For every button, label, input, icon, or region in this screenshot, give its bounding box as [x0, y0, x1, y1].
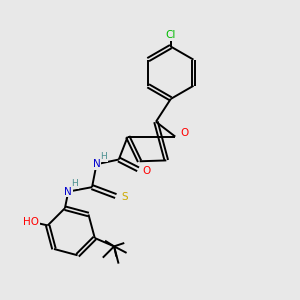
Text: O: O	[142, 166, 151, 176]
Text: O: O	[180, 128, 188, 138]
Text: S: S	[122, 192, 128, 202]
Text: N: N	[64, 187, 72, 196]
Text: N: N	[93, 159, 101, 169]
Text: Cl: Cl	[166, 30, 176, 40]
Text: HO: HO	[23, 218, 39, 227]
Text: H: H	[100, 152, 107, 161]
Text: H: H	[71, 179, 78, 188]
